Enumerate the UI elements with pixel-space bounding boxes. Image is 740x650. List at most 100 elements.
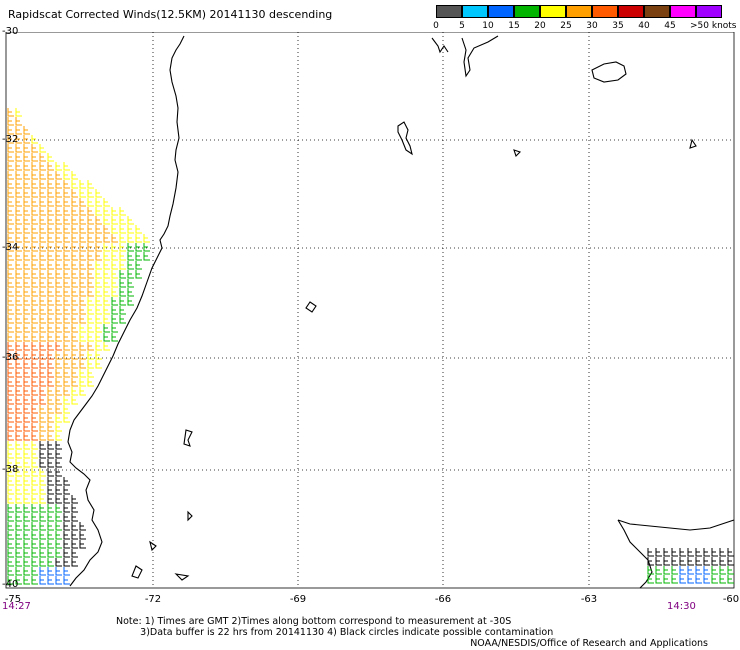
wind-barb	[15, 414, 22, 423]
coast-segment	[689, 138, 697, 149]
wind-barb	[103, 198, 110, 207]
wind-barb	[55, 324, 62, 333]
wind-barb	[39, 558, 46, 567]
wind-barb	[55, 576, 62, 585]
wind-barb	[23, 396, 30, 405]
wind-barb	[119, 207, 126, 216]
wind-barb	[15, 513, 22, 522]
wind-barb	[47, 261, 54, 270]
lat-label: -36	[2, 352, 19, 363]
wind-barb	[111, 252, 118, 261]
wind-barb	[47, 468, 54, 477]
wind-barb	[111, 324, 118, 333]
wind-barb	[127, 270, 134, 279]
wind-barb	[15, 180, 22, 189]
coast-segment	[591, 61, 627, 83]
wind-barb	[7, 135, 14, 144]
wind-barb	[39, 549, 46, 558]
wind-barb	[7, 261, 14, 270]
lat-label: -40	[2, 579, 19, 590]
wind-barb	[31, 441, 38, 450]
wind-barb	[127, 243, 134, 252]
wind-barb	[71, 324, 78, 333]
wind-barb	[31, 360, 38, 369]
legend-label: >50 knots	[690, 21, 737, 31]
wind-barb	[55, 504, 62, 513]
wind-barb	[39, 162, 46, 171]
wind-barb	[103, 315, 110, 324]
wind-barb	[119, 225, 126, 234]
wind-barb	[47, 342, 54, 351]
wind-barb	[63, 306, 70, 315]
wind-barb	[711, 575, 718, 584]
wind-barb	[71, 306, 78, 315]
wind-barb	[111, 288, 118, 297]
wind-barb	[23, 486, 30, 495]
wind-barb	[63, 243, 70, 252]
wind-barb	[15, 540, 22, 549]
wind-barb	[7, 162, 14, 171]
wind-barb	[47, 387, 54, 396]
wind-barb	[15, 135, 22, 144]
wind-barb	[671, 557, 678, 566]
wind-barb	[95, 360, 102, 369]
wind-barb	[79, 360, 86, 369]
wind-barb	[95, 324, 102, 333]
wind-barb	[79, 342, 86, 351]
wind-barb	[63, 270, 70, 279]
wind-barb	[31, 540, 38, 549]
legend-swatch	[696, 5, 722, 18]
wind-barb	[103, 279, 110, 288]
legend-swatch	[566, 5, 592, 18]
wind-barb	[23, 468, 30, 477]
lat-label: -34	[2, 242, 19, 253]
wind-barb	[71, 171, 78, 180]
wind-barb	[39, 387, 46, 396]
wind-barb	[31, 477, 38, 486]
wind-barb	[703, 575, 710, 584]
wind-barb	[7, 531, 14, 540]
lon-label: -72	[144, 594, 162, 605]
wind-barb	[79, 297, 86, 306]
wind-barb	[7, 567, 14, 576]
wind-barb	[39, 441, 46, 450]
footnotes: Note: 1) Times are GMT 2)Times along bot…	[116, 616, 553, 638]
wind-barb	[55, 279, 62, 288]
wind-barb	[47, 252, 54, 261]
wind-barb	[127, 252, 134, 261]
wind-barb	[87, 270, 94, 279]
wind-barb	[23, 261, 30, 270]
time-label-right: 14:30	[667, 601, 696, 612]
wind-barb	[95, 243, 102, 252]
wind-barb	[31, 549, 38, 558]
wind-barb	[103, 234, 110, 243]
wind-barb	[71, 288, 78, 297]
wind-barb	[103, 342, 110, 351]
wind-barb	[655, 548, 662, 557]
wind-barb	[47, 351, 54, 360]
wind-barb	[103, 333, 110, 342]
wind-barb	[39, 153, 46, 162]
wind-barb	[47, 513, 54, 522]
wind-barb	[679, 557, 686, 566]
wind-barb	[87, 324, 94, 333]
wind-barb	[7, 288, 14, 297]
wind-barb	[23, 540, 30, 549]
wind-barb	[663, 566, 670, 575]
wind-barb	[7, 117, 14, 126]
graticule	[6, 32, 734, 588]
wind-barb	[7, 207, 14, 216]
wind-barb	[39, 369, 46, 378]
wind-barb	[55, 342, 62, 351]
wind-barb	[47, 486, 54, 495]
wind-barb	[63, 162, 70, 171]
wind-barb	[111, 225, 118, 234]
wind-barb	[7, 441, 14, 450]
wind-barb	[103, 216, 110, 225]
wind-barb	[39, 315, 46, 324]
wind-barb	[7, 405, 14, 414]
wind-barb	[79, 279, 86, 288]
wind-barb	[71, 207, 78, 216]
wind-barb	[39, 225, 46, 234]
wind-barb	[63, 486, 70, 495]
